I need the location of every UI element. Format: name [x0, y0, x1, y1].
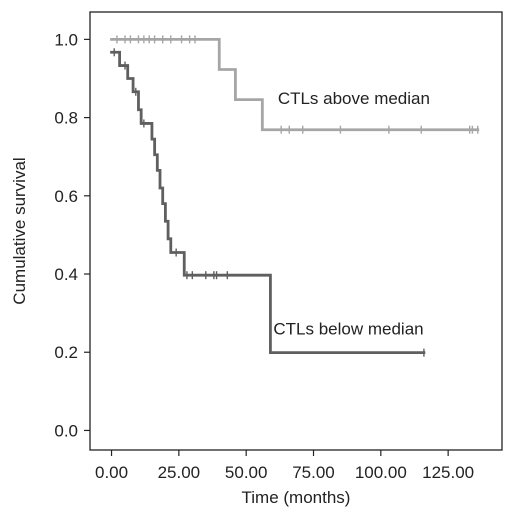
x-tick-label: 25.00	[158, 463, 201, 482]
series-annotation: CTLs above median	[278, 89, 430, 108]
x-tick-label: 100.00	[355, 463, 407, 482]
series-line-1	[110, 37, 480, 132]
x-tick-label: 75.00	[292, 463, 335, 482]
series-annotation: CTLs below median	[273, 320, 423, 339]
x-tick-label: 0.00	[95, 463, 128, 482]
y-tick-label: 0.6	[54, 187, 78, 206]
x-axis-title: Time (months)	[242, 488, 351, 507]
annotation-layer: CTLs above median CTLs below median	[273, 89, 430, 339]
series-layer	[110, 35, 480, 357]
y-tick-label: 0.4	[54, 265, 78, 284]
y-axis-title: Cumulative survival	[10, 157, 29, 304]
x-tick-label: 125.00	[422, 463, 474, 482]
y-axis-ticks: 0.0 0.2 0.4 0.6 0.8 1.0	[54, 30, 90, 440]
y-tick-label: 1.0	[54, 30, 78, 49]
plot-frame	[89, 11, 503, 451]
y-tick-label: 0.8	[54, 109, 78, 128]
x-axis-ticks: 0.00 25.00 50.00 75.00 100.00 125.00	[95, 450, 474, 482]
y-tick-label: 0.2	[54, 343, 78, 362]
x-tick-label: 50.00	[225, 463, 268, 482]
series-line-2	[110, 50, 426, 355]
y-tick-label: 0.0	[54, 421, 78, 440]
